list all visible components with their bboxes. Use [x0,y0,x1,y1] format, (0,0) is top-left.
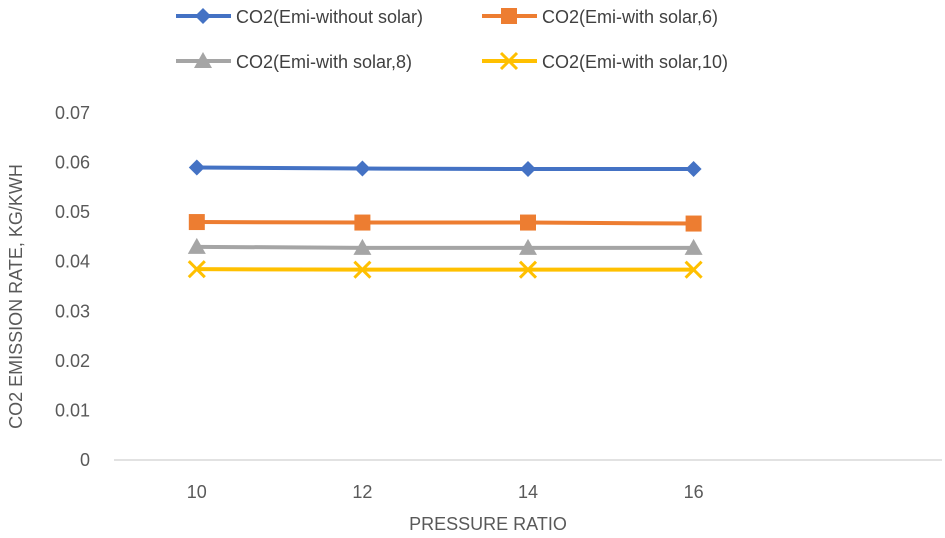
series-2 [188,214,702,232]
data-point [685,161,702,178]
data-point [188,159,205,176]
series-line [196,244,694,250]
legend-item: CO2(Emi-without solar) [176,7,423,27]
legend-item: CO2(Emi-with solar,8) [176,52,412,72]
data-point [520,161,536,178]
legend-item: CO2(Emi-with solar,10) [482,51,728,72]
series-1 [188,159,702,178]
x-axis-title: PRESSURE RATIO [409,514,567,534]
data-point [187,260,206,279]
data-point [684,238,703,255]
x-tick-label: 12 [352,482,372,502]
y-tick-label: 0.02 [55,351,90,371]
x-tick-label: 10 [187,482,207,502]
legend-label: CO2(Emi-with solar,8) [236,52,412,72]
y-tick-label: 0.04 [55,252,90,272]
series-4 [187,260,703,279]
y-axis-title: CO2 EMISSION RATE, KG/KWH [6,164,26,429]
legend-label: CO2(Emi-with solar,10) [542,52,728,72]
data-point [354,214,371,231]
data-point [187,237,206,254]
x-axis-ticks: 10 12 14 16 [187,482,704,502]
legend-marker [501,8,517,24]
y-axis-ticks: 0 0.01 0.02 0.03 0.04 0.05 0.06 0.07 [55,103,90,470]
legend-item: CO2(Emi-with solar,6) [482,7,718,27]
data-point [684,260,703,279]
data-point [520,214,536,231]
data-point [685,215,702,232]
legend-marker [194,52,212,68]
series-layer [187,159,703,279]
series-line [196,165,694,172]
y-tick-label: 0.07 [55,103,90,123]
data-point [518,260,538,279]
series-3 [187,237,703,255]
data-point [354,160,371,177]
legend-marker [195,8,211,24]
data-point [519,238,537,255]
y-tick-label: 0 [80,450,90,470]
y-tick-label: 0.03 [55,301,90,321]
y-tick-label: 0.05 [55,202,90,222]
x-tick-label: 16 [684,482,704,502]
legend-marker [499,51,519,71]
data-point [353,260,372,279]
legend-label: CO2(Emi-without solar) [236,7,423,27]
legend: CO2(Emi-without solar) CO2(Emi-with solar… [176,7,728,72]
y-tick-label: 0.01 [55,400,90,420]
data-point [353,238,372,255]
legend-label: CO2(Emi-with solar,6) [542,7,718,27]
x-tick-label: 14 [518,482,538,502]
y-tick-label: 0.06 [55,153,90,173]
data-point [188,214,205,231]
series-line [196,220,694,226]
